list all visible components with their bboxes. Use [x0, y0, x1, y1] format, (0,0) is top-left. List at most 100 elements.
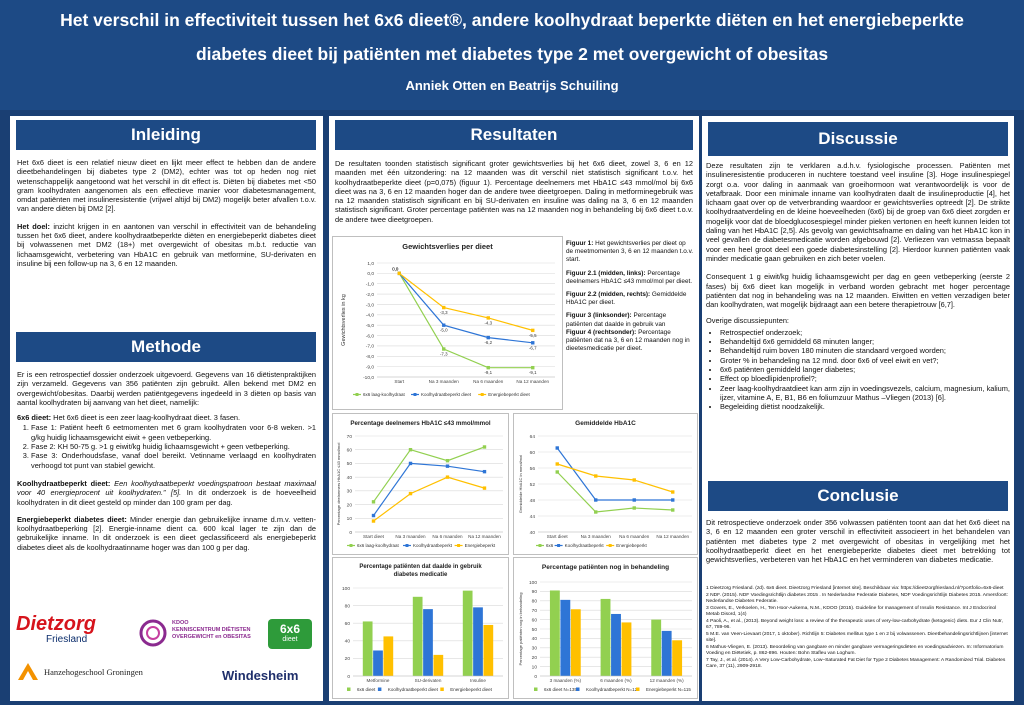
- legend-label: 6x6 dieet N=135: [544, 687, 577, 692]
- legend-label: Koolhydraatbeperkt N=126: [586, 687, 640, 692]
- inleiding-text: Het 6x6 dieet is een relatief nieuw diee…: [17, 158, 316, 274]
- legend-label: Energiebeperkt: [616, 543, 647, 548]
- y-tick-label: 0,0: [367, 271, 374, 277]
- caption-fig3: Figuur 3 (linksonder): Percentage patiën…: [566, 312, 694, 328]
- data-point: [408, 491, 413, 496]
- y-tick-label: 40: [347, 475, 353, 481]
- x-tick-label: 3 maanden (%): [550, 678, 582, 683]
- dieet-6x6-label: 6x6 dieet:: [17, 413, 52, 423]
- y-tick-label: 20: [532, 655, 538, 661]
- legend-swatch-marker: [480, 393, 484, 396]
- x-tick-label: Start dieet: [547, 534, 569, 539]
- series-line: [398, 272, 533, 331]
- x-tick-label: Na 3 maanden: [395, 534, 426, 539]
- conclusie-paragraph: Dit retrospectieve onderzoek onder 356 v…: [706, 518, 1010, 565]
- caption-fig3-label: Figuur 3 (linksonder):: [566, 312, 632, 320]
- legend-label: Energiebeperkt N=115: [646, 687, 691, 692]
- inleiding-paragraph: Het 6x6 dieet is een relatief nieuw diee…: [17, 158, 316, 214]
- discussie-point: 6x6 patiënten gemiddeld langer diabetes;: [720, 365, 1010, 374]
- reference-item: 5 M.E. van Veen-Lievaart (2017, 1 oktobe…: [706, 631, 1008, 644]
- discussie-point: Zeer laag-koolhydraatdieet kan arm zijn …: [720, 384, 1010, 403]
- discussie-points-list: Retrospectief onderzoek; Behandeltijd 6x…: [706, 328, 1010, 412]
- kh-dieet-paragraph: Koolhydraatbeperkt dieet: Een koolhydraa…: [17, 479, 316, 507]
- bar: [549, 590, 560, 676]
- legend-swatch-marker: [413, 393, 417, 396]
- caption-fig22-text: Gemiddelde HbA1C per dieet.: [566, 291, 687, 307]
- inleiding-heading: Inleiding: [16, 120, 316, 150]
- legend-swatch: [534, 687, 538, 691]
- reference-item: 1 Dieetzorg Friesland. (zd). 6x6 dieet. …: [706, 586, 1004, 591]
- bar: [570, 609, 581, 676]
- y-tick-label: 100: [342, 586, 350, 592]
- y-tick-label: 50: [532, 627, 538, 633]
- series-line: [398, 273, 533, 369]
- y-tick-label: -10,0: [363, 375, 374, 381]
- series-line: [398, 272, 533, 344]
- y-tick-label: 60: [532, 617, 538, 623]
- legend-swatch-marker: [349, 544, 353, 547]
- bar: [373, 650, 383, 676]
- discussie-point: Groter % in behandeling na 12 mnd. door …: [720, 356, 1010, 365]
- x-tick-label: Na 3 maanden: [581, 534, 612, 539]
- data-label: -9,1: [484, 370, 492, 375]
- legend-label: Koolhydraatbeperkt: [413, 543, 453, 548]
- reference-item: 6 Mathus-Vliegen, E. (2013). Beoordeling…: [706, 644, 1004, 657]
- caption-fig21: Figuur 2.1 (midden, links): Percentage d…: [566, 270, 694, 286]
- bar: [383, 636, 394, 676]
- y-tick-label: 60: [347, 448, 353, 454]
- data-point: [632, 478, 636, 482]
- hanze-logo-text: Hanzehogeschool Groningen: [44, 667, 143, 677]
- hanze-logo: Hanzehogeschool Groningen: [16, 660, 186, 690]
- y-tick-label: -9,0: [366, 364, 375, 370]
- reference-item: 2 NDF. (2015). NDF Voedingsrichtlijn dia…: [706, 592, 1009, 605]
- data-point: [555, 470, 559, 474]
- chart-in-behandeling-svg: Percentage patiënten nog in behandeling 0…: [518, 564, 692, 692]
- x-tick-label: Na 12 maanden: [468, 534, 501, 539]
- sixsix-logo: 6x6 dieet: [268, 619, 312, 649]
- bar: [621, 622, 632, 676]
- methode-heading: Methode: [16, 332, 316, 362]
- data-label: -7,3: [440, 352, 448, 357]
- y-tick-label: 52: [530, 482, 536, 488]
- data-point: [442, 305, 446, 310]
- legend-swatch-marker: [405, 544, 409, 547]
- dietzorg-logo-text: Dietzorg: [16, 613, 96, 635]
- y-tick-label: 1,0: [367, 261, 374, 267]
- kh-dieet-label: Koolhydraatbeperkt dieet:: [17, 478, 111, 488]
- bar: [611, 613, 621, 676]
- bar: [412, 596, 423, 676]
- chart-hba1c-gemiddeld: Gemiddelde HbA1C 40 44 48 52 56 60 64 Gemiddelde…: [513, 413, 698, 555]
- x-tick-label: Na 6 maanden: [619, 534, 650, 539]
- y-tick-label: 10: [347, 516, 353, 522]
- data-point: [632, 498, 636, 502]
- discussie-point: Effect op bloedlipidenprofiel?;: [720, 374, 1010, 383]
- legend-label: 6x6 laag-koolhydraat: [357, 543, 400, 548]
- data-point: [397, 271, 401, 276]
- data-point: [482, 486, 487, 490]
- methode-paragraph: Er is een retrospectief dossier onderzoe…: [17, 370, 316, 407]
- y-tick-label: 30: [532, 646, 538, 652]
- bar: [560, 599, 571, 676]
- y-tick-label: -5,0: [366, 323, 375, 329]
- legend-swatch-marker: [557, 544, 561, 547]
- caption-fig4-label: Figuur 4 (rechtsonder):: [566, 328, 637, 336]
- x-tick-label: SU-derivaten: [415, 678, 442, 683]
- legend-swatch: [636, 687, 640, 691]
- kdoo-line3: OVERGEWICHT en OBESITAS: [172, 634, 251, 640]
- chart-title: Percentage patiënten dat daalde in gebru…: [359, 564, 482, 570]
- chart-title-line2: diabetes medicatie: [394, 572, 448, 578]
- data-point: [594, 498, 598, 502]
- sixsix-logo-sub: dieet: [282, 636, 298, 643]
- chart-medicatie-daling: Percentage patiënten dat daalde in gebru…: [332, 557, 509, 699]
- chart-medicatie-daling-svg: Percentage patiënten dat daalde in gebru…: [342, 564, 503, 692]
- y-tick-label: -3,0: [366, 302, 375, 308]
- x-tick-label: Na 3 maanden: [429, 379, 460, 384]
- caption-fig1-text: Het gewichtsverlies per dieet op de meet…: [566, 240, 694, 264]
- y-tick-label: 0: [347, 674, 350, 680]
- data-point: [408, 448, 413, 452]
- references-list: 1 Dieetzorg Friesland. (zd). 6x6 dieet. …: [706, 586, 1010, 671]
- kh-dieet-text: In dit onderzoek is de hoeveelheid koolh…: [17, 488, 316, 507]
- legend-label: 6x6: [546, 543, 554, 548]
- eb-dieet-label: Energiebeperkt diabetes dieet:: [17, 514, 127, 524]
- data-label: -3,3: [440, 310, 448, 315]
